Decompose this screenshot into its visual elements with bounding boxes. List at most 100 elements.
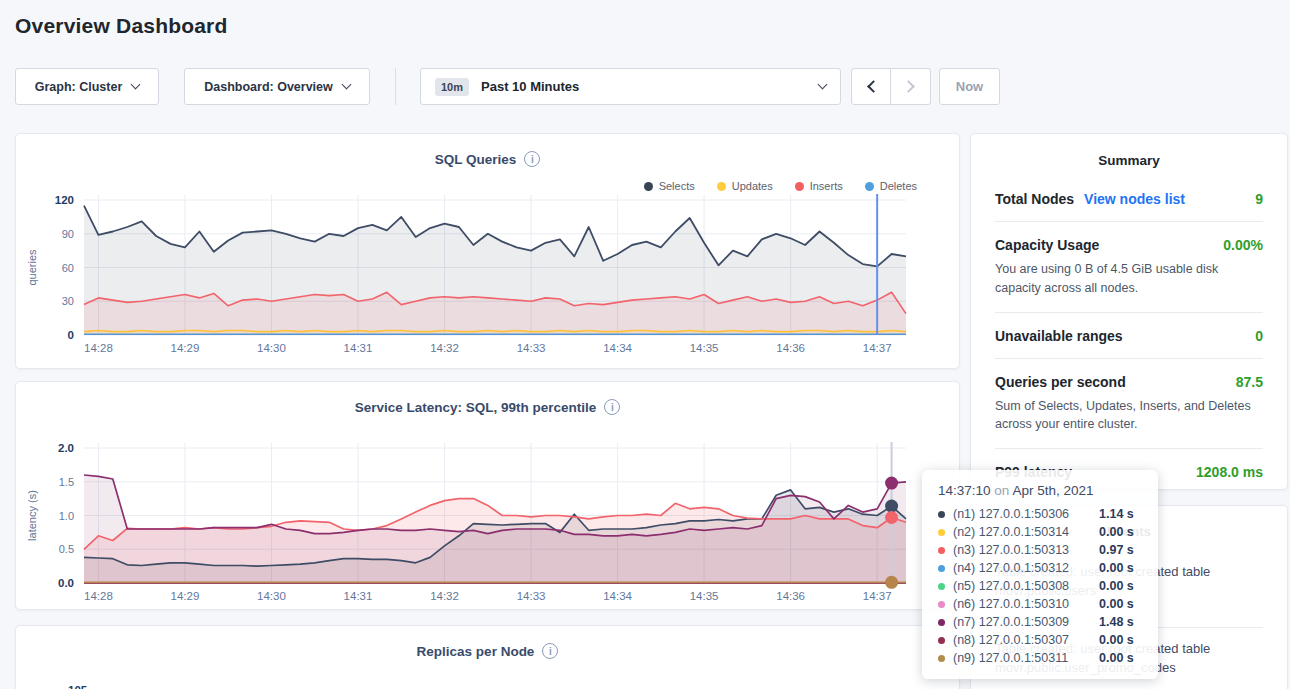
tooltip-node-value: 0.00 s — [1099, 579, 1134, 593]
tooltip-node-value: 0.00 s — [1099, 525, 1134, 539]
tooltip-node-value: 1.48 s — [1099, 615, 1134, 629]
svg-text:14:35: 14:35 — [690, 590, 719, 602]
dashboard-dropdown[interactable]: Dashboard: Overview — [184, 68, 370, 105]
svg-text:14:36: 14:36 — [776, 342, 805, 354]
sql-queries-chart-card: SQL Queries SelectsUpdatesInsertsDeletes… — [15, 133, 960, 369]
tooltip-node-label: (n8) 127.0.0.1:50307 — [953, 633, 1099, 647]
tooltip-row: (n9) 127.0.0.1:503110.00 s — [938, 649, 1142, 667]
svg-text:0.5: 0.5 — [59, 543, 74, 555]
tooltip-row: (n1) 127.0.0.1:503061.14 s — [938, 505, 1142, 523]
tooltip-node-label: (n5) 127.0.0.1:50308 — [953, 579, 1099, 593]
svg-text:14:30: 14:30 — [257, 342, 286, 354]
summary-value: 1208.0 ms — [1196, 464, 1263, 480]
chevron-down-icon — [131, 80, 141, 90]
summary-description: Sum of Selects, Updates, Inserts, and De… — [995, 397, 1263, 435]
svg-text:14:28: 14:28 — [84, 342, 113, 354]
svg-text:0.0: 0.0 — [58, 577, 74, 589]
tooltip-node-value: 0.00 s — [1099, 651, 1134, 665]
tooltip-row: (n3) 127.0.0.1:503130.97 s — [938, 541, 1142, 559]
chart-title: Service Latency: SQL, 99th percentile — [355, 400, 597, 415]
chevron-left-icon — [867, 80, 880, 93]
time-range-label: Past 10 Minutes — [481, 79, 579, 94]
tooltip-node-label: (n7) 127.0.0.1:50309 — [953, 615, 1099, 629]
summary-value: 9 — [1255, 191, 1263, 207]
summary-title: Summary — [971, 153, 1287, 168]
info-icon[interactable] — [542, 643, 558, 659]
tooltip-node-value: 0.97 s — [1099, 543, 1134, 557]
node-dot-icon — [938, 547, 945, 554]
svg-text:queries: queries — [26, 249, 38, 286]
time-nav-group — [851, 68, 931, 105]
svg-text:120: 120 — [55, 194, 74, 206]
tooltip-row: (n2) 127.0.0.1:503140.00 s — [938, 523, 1142, 541]
summary-description: You are using 0 B of 4.5 GiB usable disk… — [995, 260, 1263, 298]
tooltip-row: (n8) 127.0.0.1:503070.00 s — [938, 631, 1142, 649]
svg-text:1.0: 1.0 — [59, 510, 74, 522]
svg-text:14:28: 14:28 — [84, 590, 113, 602]
tooltip-row: (n6) 127.0.0.1:503100.00 s — [938, 595, 1142, 613]
svg-text:14:32: 14:32 — [430, 342, 459, 354]
svg-text:90: 90 — [62, 228, 74, 240]
graph-dropdown[interactable]: Graph: Cluster — [15, 68, 159, 105]
svg-text:14:34: 14:34 — [603, 590, 632, 602]
summary-row: Unavailable ranges0 — [995, 312, 1263, 358]
chart-title: SQL Queries — [435, 152, 517, 167]
time-range-selector[interactable]: 10m Past 10 Minutes — [420, 68, 841, 105]
tooltip-node-value: 0.00 s — [1099, 561, 1134, 575]
sql-queries-chart[interactable]: 030609012014:2814:2914:3014:3114:3214:33… — [16, 190, 960, 362]
tooltip-node-label: (n6) 127.0.0.1:50310 — [953, 597, 1099, 611]
node-dot-icon — [938, 583, 945, 590]
summary-row: Queries per second 87.5 Sum of Selects, Up… — [995, 358, 1263, 449]
summary-value: 87.5 — [1236, 374, 1263, 390]
summary-value: 0.00% — [1223, 237, 1263, 253]
y-axis-tick-label: 105 — [68, 684, 87, 689]
svg-text:14:37: 14:37 — [863, 342, 892, 354]
time-next-button[interactable] — [891, 68, 931, 105]
svg-text:0: 0 — [68, 329, 74, 341]
tooltip-node-label: (n4) 127.0.0.1:50312 — [953, 561, 1099, 575]
svg-text:14:33: 14:33 — [517, 590, 546, 602]
replicas-per-node-chart-card: Replicas per Node 105 — [15, 625, 960, 689]
dashboard-dropdown-label: Dashboard: Overview — [204, 80, 333, 94]
tooltip-node-label: (n1) 127.0.0.1:50306 — [953, 507, 1099, 521]
svg-text:14:34: 14:34 — [603, 342, 632, 354]
chevron-down-icon — [341, 80, 351, 90]
svg-text:14:35: 14:35 — [690, 342, 719, 354]
summary-value: 0 — [1255, 328, 1263, 344]
service-latency-chart[interactable]: 0.00.51.01.52.014:2814:2914:3014:3114:32… — [16, 438, 960, 610]
now-button[interactable]: Now — [939, 68, 1000, 105]
chevron-down-icon — [818, 80, 828, 90]
tooltip-row: (n5) 127.0.0.1:503080.00 s — [938, 577, 1142, 595]
svg-text:60: 60 — [62, 262, 74, 274]
tooltip-node-label: (n3) 127.0.0.1:50313 — [953, 543, 1099, 557]
graph-dropdown-label: Graph: Cluster — [35, 80, 123, 94]
summary-row: Total NodesView nodes list9 — [995, 176, 1263, 221]
summary-panel: Summary Total NodesView nodes list9Capac… — [970, 133, 1288, 490]
chart-hover-tooltip: 14:37:10 on Apr 5th, 2021 (n1) 127.0.0.1… — [922, 470, 1158, 679]
time-range-badge: 10m — [435, 78, 469, 96]
node-dot-icon — [938, 529, 945, 536]
svg-text:14:36: 14:36 — [776, 590, 805, 602]
node-dot-icon — [938, 637, 945, 644]
svg-text:14:32: 14:32 — [430, 590, 459, 602]
svg-text:30: 30 — [62, 295, 74, 307]
page-title: Overview Dashboard — [15, 14, 228, 38]
chevron-right-icon — [902, 80, 915, 93]
tooltip-node-value: 0.00 s — [1099, 633, 1134, 647]
summary-label: Queries per second — [995, 374, 1126, 390]
tooltip-row: (n4) 127.0.0.1:503120.00 s — [938, 559, 1142, 577]
svg-text:14:31: 14:31 — [344, 342, 373, 354]
divider — [395, 68, 396, 105]
node-dot-icon — [938, 619, 945, 626]
tooltip-node-value: 0.00 s — [1099, 597, 1134, 611]
svg-text:14:30: 14:30 — [257, 590, 286, 602]
node-dot-icon — [938, 655, 945, 662]
svg-text:14:29: 14:29 — [171, 590, 200, 602]
time-prev-button[interactable] — [851, 68, 891, 105]
info-icon[interactable] — [604, 399, 620, 415]
summary-row: Capacity Usage0.00%You are using 0 B of … — [995, 221, 1263, 312]
svg-text:14:37: 14:37 — [863, 590, 892, 602]
view-nodes-list-link[interactable]: View nodes list — [1084, 191, 1185, 207]
info-icon[interactable] — [524, 151, 540, 167]
toolbar: Graph: Cluster Dashboard: Overview 10m P… — [0, 68, 1290, 106]
